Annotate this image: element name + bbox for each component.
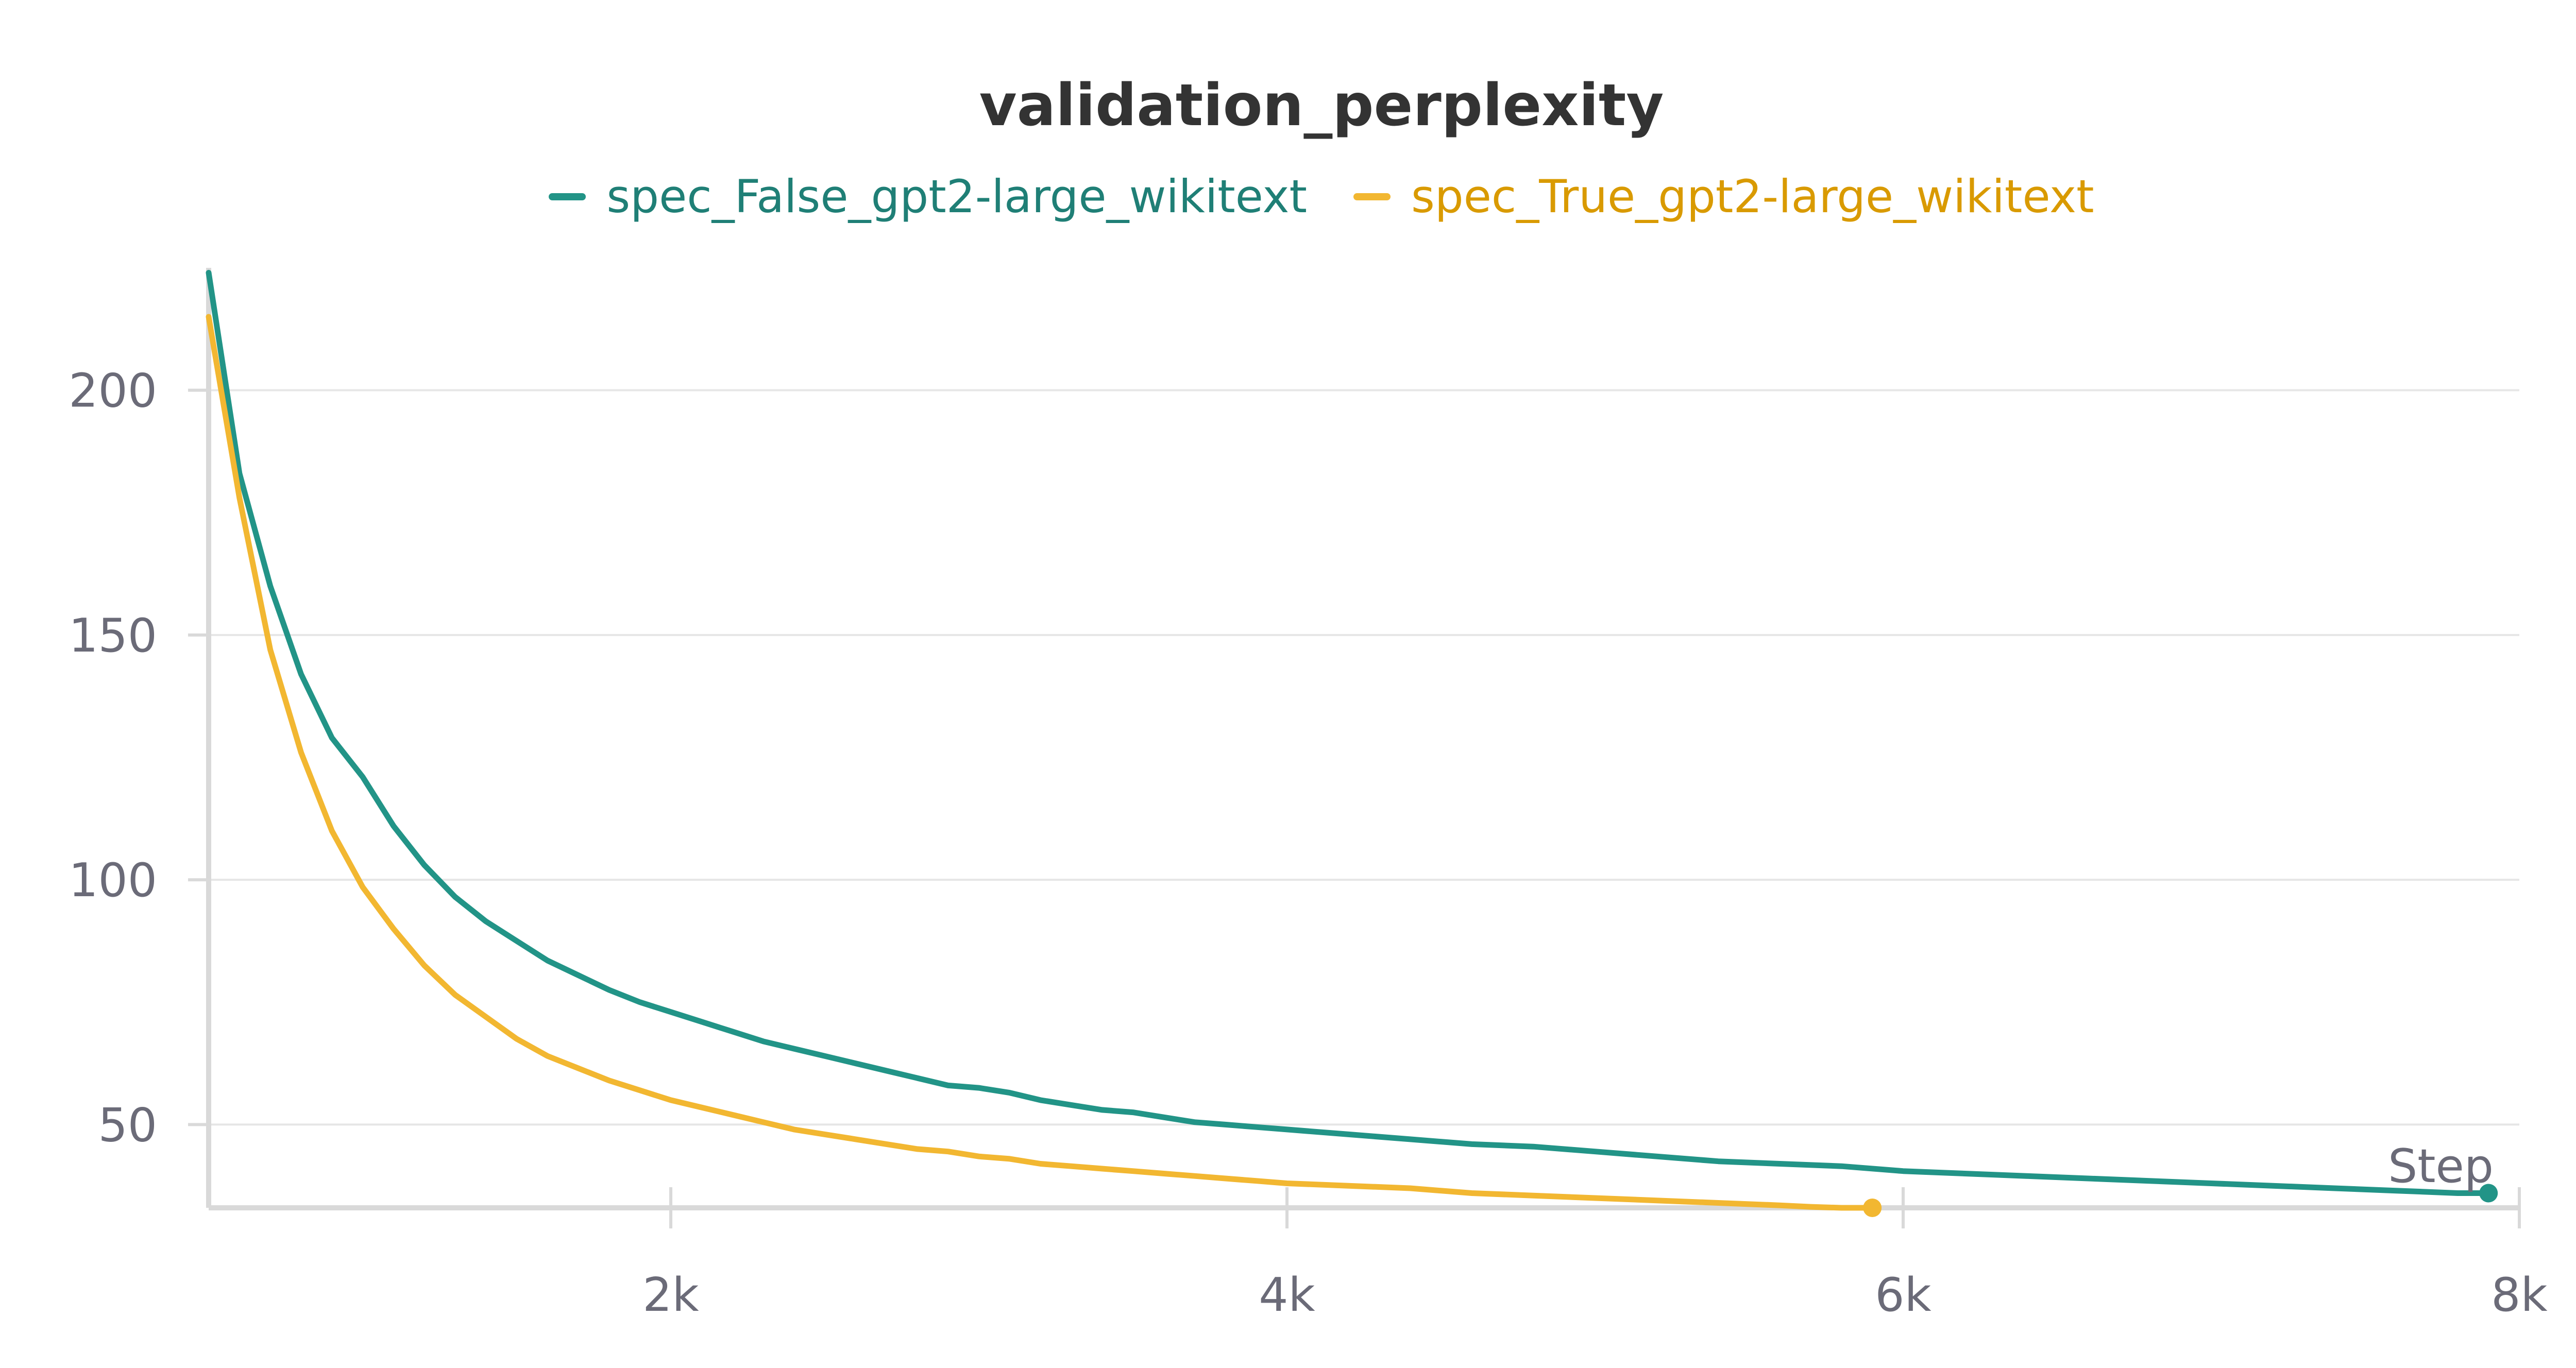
x-tick-label-4k: 4k [1259, 1268, 1315, 1322]
series-line-spec-false[interactable] [206, 270, 2492, 1196]
x-tick-label-6k: 6k [1875, 1268, 1931, 1322]
chart-title: validation_perplexity [979, 72, 1664, 139]
y-tick-label-50: 50 [98, 1098, 157, 1152]
legend-item-spec-false[interactable]: spec_False_gpt2-large_wikitext [549, 170, 1307, 223]
y-tick-label-100: 100 [69, 853, 157, 908]
x-tick-label-8k: 8k [2491, 1268, 2547, 1322]
x-axis-title: Step [2388, 1139, 2494, 1193]
series-end-point-spec-true[interactable] [1863, 1199, 1882, 1217]
legend-swatch-spec-true [1353, 193, 1391, 200]
series-line-spec-true[interactable] [206, 314, 1875, 1211]
axes [206, 268, 2519, 1210]
tick-labels: 50 100 150 200 2k 4k 6k 8k [69, 364, 2547, 1322]
legend-item-spec-true[interactable]: spec_True_gpt2-large_wikitext [1353, 170, 2094, 223]
legend-swatch-spec-false [549, 193, 586, 200]
series-lines [206, 270, 2498, 1217]
legend-label-spec-false: spec_False_gpt2-large_wikitext [606, 170, 1307, 223]
legend-label-spec-true: spec_True_gpt2-large_wikitext [1411, 170, 2094, 223]
series-end-point-spec-false[interactable] [2479, 1184, 2498, 1203]
x-tick-label-2k: 2k [642, 1268, 699, 1322]
grid-lines [209, 389, 2519, 1126]
y-tick-label-150: 150 [69, 609, 157, 663]
y-tick-label-200: 200 [69, 364, 157, 418]
legend: spec_False_gpt2-large_wikitext spec_True… [0, 170, 2576, 223]
